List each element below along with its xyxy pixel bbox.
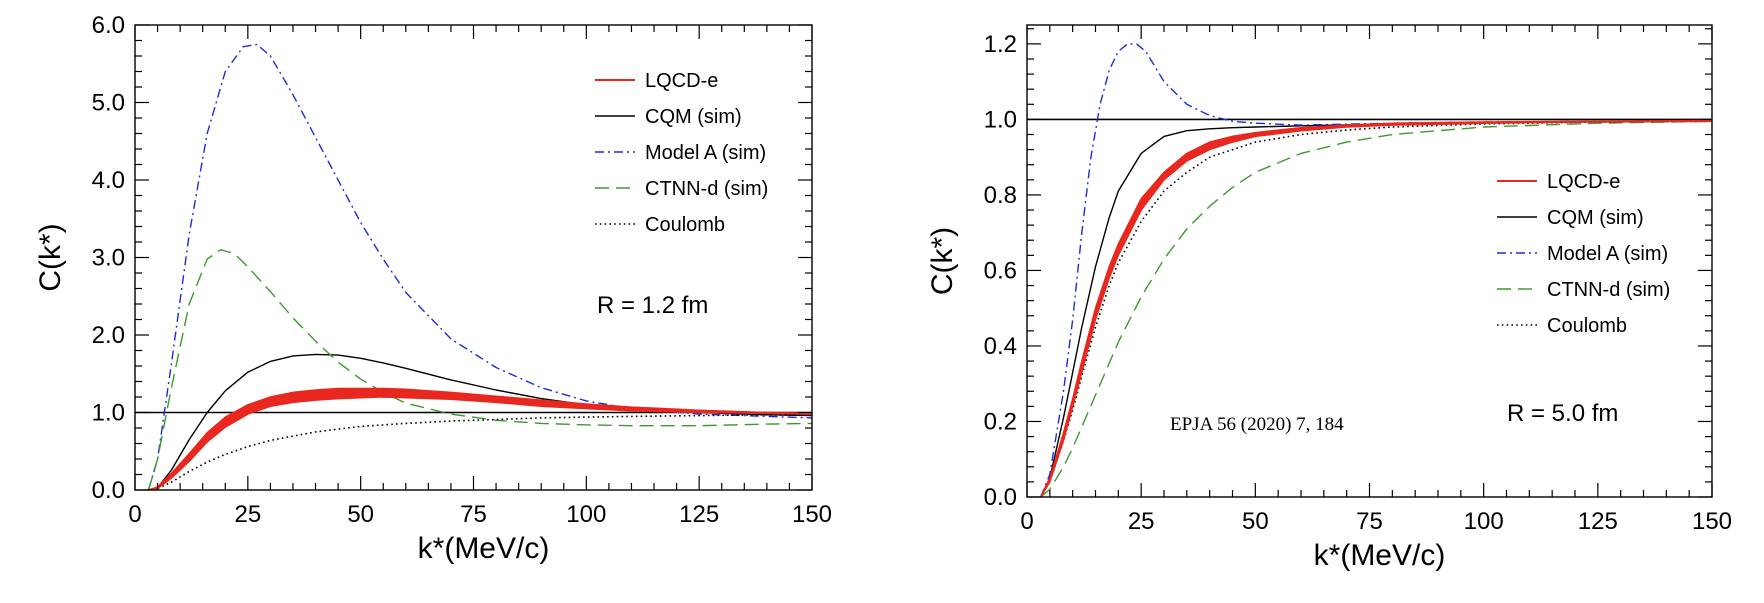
chart2-legend-item-ctnn-d-sim-label: CTNN-d (sim) xyxy=(1547,279,1670,301)
chart2-y-tick-label: 0.2 xyxy=(984,408,1017,435)
chart2-x-tick-label: 75 xyxy=(1356,508,1383,535)
chart2-y-tick-label: 1.2 xyxy=(984,31,1017,58)
chart1-legend-item-ctnn-d-sim-label: CTNN-d (sim) xyxy=(645,178,768,200)
chart1-plot-area xyxy=(135,43,812,490)
chart1-x-tick-label: 150 xyxy=(792,501,832,528)
chart2-y-tick-label: 0.6 xyxy=(984,257,1017,284)
chart1-y-tick-label: 5.0 xyxy=(92,90,125,117)
chart1-x-tick-label: 0 xyxy=(128,501,141,528)
chart1-legend-item-lqcd-e: LQCD-e xyxy=(595,70,718,92)
chart1-series-cqm-sim-line xyxy=(148,353,812,490)
chart2-y-tick-label: 0.0 xyxy=(984,484,1017,511)
chart1-legend-item-ctnn-d-sim: CTNN-d (sim) xyxy=(595,178,768,200)
chart1-y-tick-label: 6.0 xyxy=(92,12,125,39)
chart1-legend-item-cqm-sim-label: CQM (sim) xyxy=(645,106,742,128)
chart2-legend-item-model-a-sim-label: Model A (sim) xyxy=(1547,243,1668,265)
chart2-plot-area xyxy=(1027,43,1712,497)
chart2-series-ctnn-d-sim-line xyxy=(1040,120,1712,497)
chart1-legend-item-cqm-sim: CQM (sim) xyxy=(595,106,742,128)
chart2-x-axis-label: k*(MeV/c) xyxy=(1314,539,1446,572)
chart2-x-tick-label: 25 xyxy=(1128,508,1155,535)
chart1-y-tick-label: 0.0 xyxy=(92,477,125,504)
chart1-x-tick-label: 100 xyxy=(566,501,606,528)
chart1-y-tick-label: 2.0 xyxy=(92,322,125,349)
chart1-series-lqcd-e-band xyxy=(148,387,812,490)
chart2-y-tick-label: 0.4 xyxy=(984,333,1017,360)
chart1-x-tick-label: 75 xyxy=(460,501,487,528)
chart2-y-tick-label: 0.8 xyxy=(984,182,1017,209)
chart2-legend: LQCD-e CQM (sim) Model A (sim) CTNN-d (sim)… xyxy=(1497,171,1670,337)
chart2-legend-item-lqcd-e-label: LQCD-e xyxy=(1547,171,1620,193)
chart1-legend-item-coulomb: Coulomb xyxy=(595,214,725,236)
chart1-series-ctnn-d-sim-line xyxy=(147,249,812,490)
chart2-x-tick-label: 0 xyxy=(1020,508,1033,535)
chart2-legend-item-coulomb-label: Coulomb xyxy=(1547,315,1627,337)
chart1-y-tick-label: 1.0 xyxy=(92,400,125,427)
right-panel: 0 25 50 75 100 125 150 0.0 0.2 0.4 0.6 0.8 1.0 1.2 k*(… xyxy=(926,24,1732,572)
chart1-radius-annotation: R = 1.2 fm xyxy=(597,292,708,319)
chart1-y-tick-label: 3.0 xyxy=(92,245,125,272)
chart1-legend: LQCD-e CQM (sim) Model A (sim) CTNN-d (sim)… xyxy=(595,70,768,236)
chart1-x-tick-label: 25 xyxy=(234,501,261,528)
chart1-x-tick-label: 125 xyxy=(679,501,719,528)
chart1-x-axis-label: k*(MeV/c) xyxy=(418,532,550,565)
chart2-citation: EPJA 56 (2020) 7, 184 xyxy=(1170,414,1344,435)
chart2-x-tick-label: 50 xyxy=(1242,508,1269,535)
chart2-series-coulomb-line xyxy=(1040,120,1712,497)
chart1-legend-item-coulomb-label: Coulomb xyxy=(645,214,725,236)
chart2-legend-item-coulomb: Coulomb xyxy=(1497,315,1627,337)
chart2-y-tick-label: 1.0 xyxy=(984,106,1017,133)
left-panel: 0 25 50 75 100 125 150 0.0 1.0 2.0 3.0 4.0 5.0 6.0 k*(… xyxy=(34,12,832,565)
chart1-legend-item-lqcd-e-label: LQCD-e xyxy=(645,70,718,92)
chart2-legend-item-ctnn-d-sim: CTNN-d (sim) xyxy=(1497,279,1670,301)
chart2-series-model-a-sim-line xyxy=(1040,43,1712,497)
chart2-x-tick-label: 150 xyxy=(1692,508,1732,535)
chart1-series-coulomb-line xyxy=(148,414,812,490)
chart2-legend-item-cqm-sim-label: CQM (sim) xyxy=(1547,207,1644,229)
chart1-y-tick-label: 4.0 xyxy=(92,167,125,194)
chart2-x-tick-label: 125 xyxy=(1578,508,1618,535)
chart1-x-tick-label: 50 xyxy=(347,501,374,528)
chart1-series-model-a-sim-line xyxy=(147,43,812,490)
chart2-series-lqcd-e-band xyxy=(1040,119,1712,497)
chart1-legend-item-model-a-sim: Model A (sim) xyxy=(595,142,766,164)
chart2-radius-annotation: R = 5.0 fm xyxy=(1507,400,1618,427)
chart2-y-axis-label: C(k*) xyxy=(926,227,959,295)
chart1-legend-item-model-a-sim-label: Model A (sim) xyxy=(645,142,766,164)
chart1-y-axis-label: C(k*) xyxy=(34,223,67,291)
chart2-legend-item-cqm-sim: CQM (sim) xyxy=(1497,207,1644,229)
chart2-legend-item-lqcd-e: LQCD-e xyxy=(1497,171,1620,193)
chart2-legend-item-model-a-sim: Model A (sim) xyxy=(1497,243,1668,265)
chart2-x-tick-label: 100 xyxy=(1464,508,1504,535)
